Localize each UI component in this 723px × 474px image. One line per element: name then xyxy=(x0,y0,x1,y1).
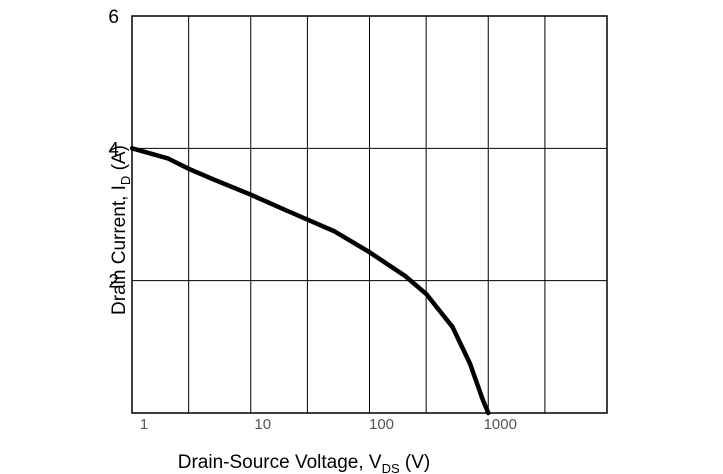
series-group xyxy=(129,146,491,416)
x-axis-label-sub: DS xyxy=(382,461,400,474)
y-axis-label-main: Drain Current, I xyxy=(109,185,130,315)
y-tick-label-0: 2 xyxy=(108,272,119,293)
y-tick-label-1: 4 xyxy=(108,139,119,160)
plot-frame xyxy=(131,15,608,414)
x-axis-label-main: Drain-Source Voltage, V xyxy=(178,452,382,473)
x-tick-label-1: 10 xyxy=(254,416,271,433)
y-tick-label-2: 6 xyxy=(108,7,119,28)
x-axis-label-unit: (V) xyxy=(400,452,431,473)
y-axis-label-sub: D xyxy=(118,176,133,185)
x-tick-label-2: 100 xyxy=(369,416,394,433)
y-tick-labels: 2 4 6 xyxy=(108,7,119,293)
series-line-0 xyxy=(129,146,491,416)
y-axis-label-unit: (A) xyxy=(109,145,130,176)
grid xyxy=(131,15,608,413)
x-tick-labels: 1 10 100 1000 xyxy=(140,416,517,433)
y-axis-label: Drain Current, ID (A) xyxy=(109,145,133,315)
x-tick-label-0: 1 xyxy=(140,416,148,433)
x-axis-label: Drain-Source Voltage, VDS (V) xyxy=(178,452,431,474)
x-tick-label-3: 1000 xyxy=(484,416,517,433)
